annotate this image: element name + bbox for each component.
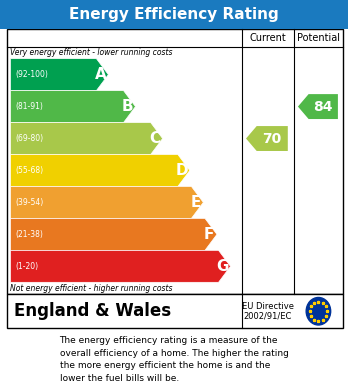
Polygon shape bbox=[10, 219, 217, 250]
Text: 84: 84 bbox=[314, 100, 333, 113]
Text: Very energy efficient - lower running costs: Very energy efficient - lower running co… bbox=[10, 48, 173, 57]
Text: (69-80): (69-80) bbox=[15, 134, 43, 143]
Polygon shape bbox=[10, 187, 203, 219]
Text: D: D bbox=[176, 163, 188, 178]
Text: England & Wales: England & Wales bbox=[14, 302, 171, 320]
Text: F: F bbox=[204, 227, 214, 242]
Text: The energy efficiency rating is a measure of the
overall efficiency of a home. T: The energy efficiency rating is a measur… bbox=[60, 337, 288, 383]
Text: G: G bbox=[216, 259, 229, 274]
Text: Current: Current bbox=[250, 33, 286, 43]
Text: B: B bbox=[122, 99, 134, 114]
Circle shape bbox=[306, 298, 331, 325]
Text: (92-100): (92-100) bbox=[15, 70, 48, 79]
Text: 2002/91/EC: 2002/91/EC bbox=[244, 311, 292, 321]
Text: E: E bbox=[190, 195, 201, 210]
Polygon shape bbox=[10, 250, 230, 282]
Text: EU Directive: EU Directive bbox=[242, 302, 294, 311]
Polygon shape bbox=[10, 91, 135, 122]
Bar bbox=[7, 294, 343, 328]
Bar bbox=[7, 29, 343, 294]
Text: Energy Efficiency Rating: Energy Efficiency Rating bbox=[69, 7, 279, 22]
Polygon shape bbox=[246, 126, 288, 151]
Polygon shape bbox=[298, 94, 338, 119]
Text: (1-20): (1-20) bbox=[15, 262, 38, 271]
Text: (21-38): (21-38) bbox=[15, 230, 43, 239]
Polygon shape bbox=[10, 122, 163, 154]
Text: C: C bbox=[149, 131, 160, 146]
Bar bbox=[0, 0, 348, 29]
Text: (39-54): (39-54) bbox=[15, 198, 43, 207]
Text: (81-91): (81-91) bbox=[15, 102, 43, 111]
Text: Potential: Potential bbox=[297, 33, 340, 43]
Polygon shape bbox=[10, 59, 108, 91]
Polygon shape bbox=[10, 154, 190, 187]
Text: Not energy efficient - higher running costs: Not energy efficient - higher running co… bbox=[10, 283, 173, 293]
Text: A: A bbox=[95, 67, 106, 82]
Text: (55-68): (55-68) bbox=[15, 166, 43, 175]
Text: 70: 70 bbox=[263, 131, 282, 145]
